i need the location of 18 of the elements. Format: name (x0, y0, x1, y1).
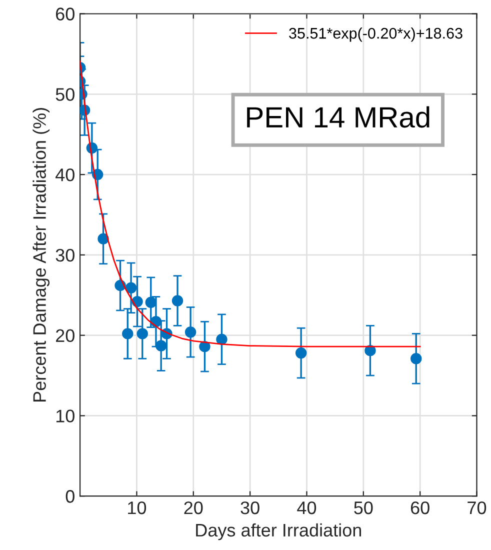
x-tick-label: 70 (468, 501, 486, 514)
x-tick-label: 50 (354, 501, 373, 514)
y-tick-label: 0 (66, 490, 74, 503)
y-axis-title: Percent Damage After Irradiation (%) (32, 108, 50, 402)
x-tick-label: 30 (240, 501, 260, 514)
x-axis-title: Days after Irradiation (196, 523, 362, 540)
x-tick-label: 20 (184, 501, 203, 514)
y-tick-label: 40 (56, 168, 74, 182)
legend-label: 35.51*exp(-0.20*x)+18.63 (289, 28, 462, 42)
y-tick-label: 60 (56, 8, 74, 20)
x-tick-label: 10 (128, 501, 146, 514)
y-tick-label: 30 (56, 248, 74, 262)
y-tick-label: 50 (56, 88, 74, 101)
x-tick-label: 40 (297, 501, 316, 514)
y-tick-label: 10 (56, 410, 74, 422)
annotation: PEN 14 MRad (247, 106, 430, 128)
y-tick-label: 20 (56, 329, 74, 342)
x-tick-label: 60 (410, 501, 430, 514)
